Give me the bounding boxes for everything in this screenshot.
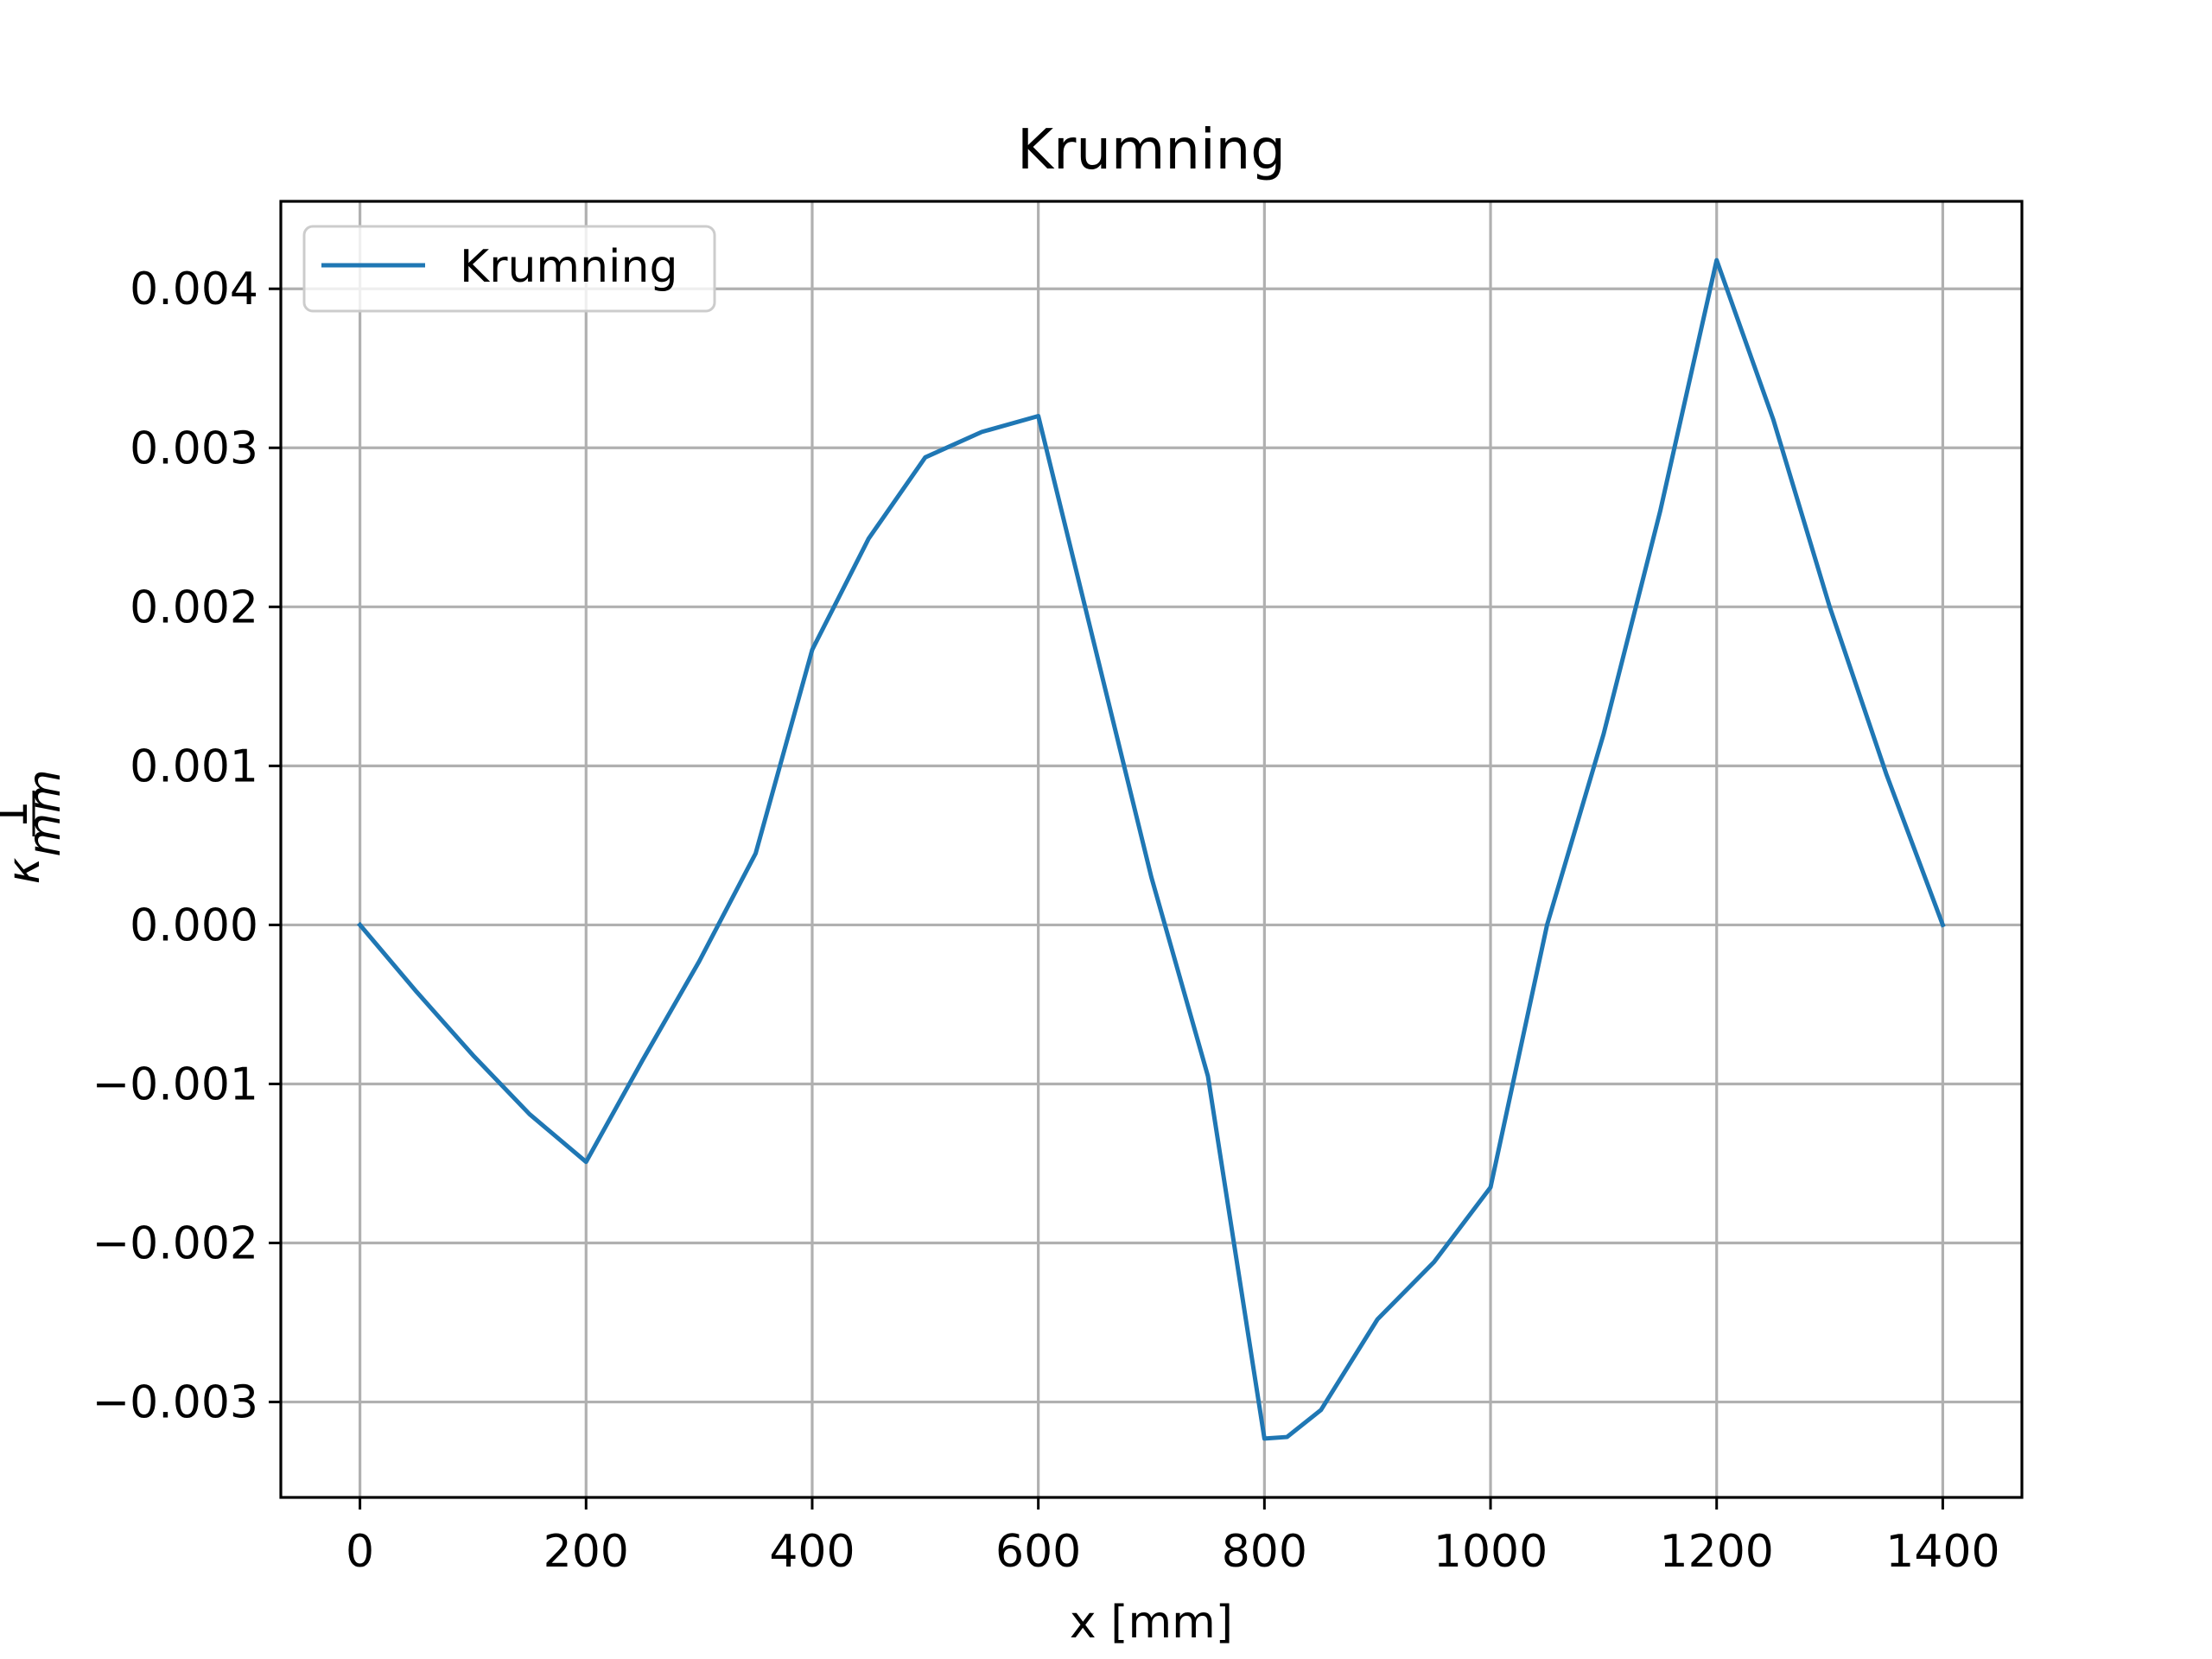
y-axis-label-symbol: κ — [0, 857, 50, 884]
x-tick-label: 1200 — [1660, 1526, 1774, 1578]
legend-label-krumning: Krumning — [460, 241, 677, 293]
x-tick-label: 600 — [995, 1526, 1081, 1578]
y-tick-label: 0.003 — [130, 423, 258, 474]
x-tick-label: 200 — [543, 1526, 629, 1578]
plot-frame — [279, 200, 2024, 1499]
x-axis-label: x [mm] — [1070, 1597, 1233, 1649]
y-tick-label: −0.002 — [92, 1218, 258, 1270]
y-tick-label: 0.004 — [130, 264, 258, 315]
ticks-layer: 0 200 400 600 800 1000 1200 1400 −0.003 −0.002 −0.… — [92, 264, 2000, 1578]
y-axis-label-numerator: 1 — [0, 800, 38, 829]
y-tick-label: −0.001 — [92, 1058, 258, 1110]
legend-box — [302, 225, 716, 313]
series-layer — [357, 257, 1946, 1441]
y-axis-label-denominator: mm — [19, 769, 71, 856]
x-tick-label: 0 — [346, 1526, 374, 1578]
series-line-krumning — [357, 257, 1946, 1441]
x-tick-label: 800 — [1222, 1526, 1307, 1578]
x-tick-label: 1400 — [1885, 1526, 1999, 1578]
x-tick-label: 400 — [769, 1526, 855, 1578]
y-tick-label: 0.000 — [130, 899, 258, 951]
y-tick-label: −0.003 — [92, 1377, 258, 1429]
legend: Krumning — [302, 225, 716, 313]
y-axis-label: κ 1 mm — [0, 769, 71, 884]
grid-layer — [281, 201, 2022, 1497]
y-tick-label: 0.002 — [130, 582, 258, 633]
y-tick-label: 0.001 — [130, 741, 258, 792]
x-tick-label: 1000 — [1433, 1526, 1548, 1578]
chart-title: Krumning — [1017, 118, 1286, 182]
